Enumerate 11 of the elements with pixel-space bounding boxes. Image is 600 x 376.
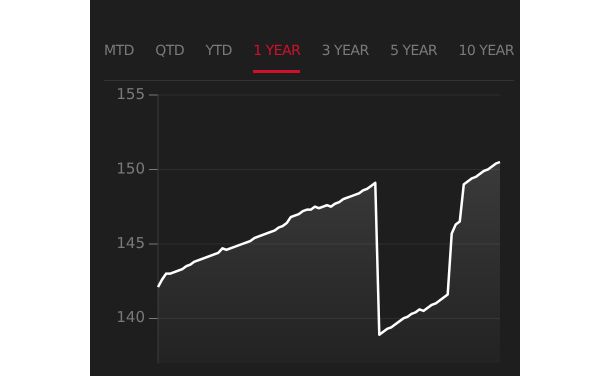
text: QTD — [155, 43, 184, 59]
y-tick-label: 150 — [116, 159, 145, 178]
text: YTD — [206, 43, 232, 59]
y-tick-label: 155 — [116, 84, 145, 103]
text: 3 YEAR — [322, 43, 369, 59]
text: MTD — [104, 43, 134, 59]
text: 10 YEAR — [458, 43, 514, 59]
text: 1 YEAR — [253, 43, 300, 59]
text: 5 YEAR — [390, 43, 438, 59]
y-tick-label: 145 — [116, 234, 145, 252]
y-tick-label: 140 — [116, 308, 145, 326]
